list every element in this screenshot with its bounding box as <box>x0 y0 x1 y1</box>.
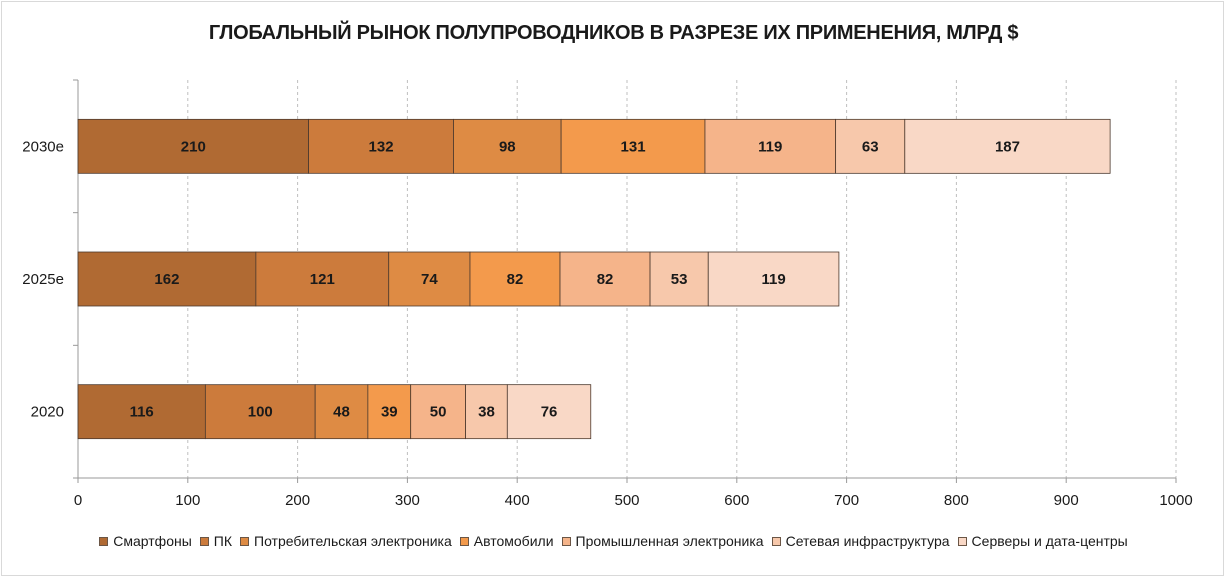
data-label: 53 <box>671 271 688 288</box>
x-tick-label: 200 <box>285 492 310 509</box>
x-tick-label: 500 <box>614 492 639 509</box>
legend-label: Сетевая инфраструктура <box>785 533 950 549</box>
data-label: 187 <box>995 138 1020 155</box>
x-tick-label: 0 <box>74 492 82 509</box>
x-tick-label: 600 <box>724 492 749 509</box>
legend-label: Автомобили <box>473 533 554 549</box>
legend-item: Смартфоны <box>99 533 192 549</box>
bar-segment <box>560 118 706 174</box>
data-label: 76 <box>541 404 558 421</box>
bar-segment <box>77 118 309 174</box>
legend-swatch <box>459 537 469 546</box>
legend-item: Автомобили <box>459 533 554 549</box>
legend-swatch <box>240 537 249 546</box>
data-label: 121 <box>310 271 335 288</box>
bar-segment <box>367 384 412 440</box>
x-tick-label: 900 <box>1054 492 1079 509</box>
bar-segment <box>77 384 206 440</box>
data-label: 98 <box>499 138 516 155</box>
legend-swatch <box>99 537 109 546</box>
data-label: 82 <box>507 271 524 288</box>
legend-label: ПК <box>213 533 232 549</box>
legend-swatch <box>771 537 781 546</box>
legend-item: Промышленная электроника <box>561 533 764 549</box>
bar-segment <box>704 118 837 174</box>
y-category-label: 2025e <box>22 271 64 288</box>
data-label: 119 <box>761 271 785 288</box>
bar-segment <box>904 118 1111 174</box>
chart-title: ГЛОБАЛЬНЫЙ РЫНОК ПОЛУПРОВОДНИКОВ В РАЗРЕ… <box>208 22 1019 44</box>
legend-swatch <box>199 537 209 546</box>
x-tick-label: 400 <box>505 492 530 509</box>
x-tick-label: 1000 <box>1159 492 1192 509</box>
legend-item: Серверы и дата-центры <box>957 533 1128 549</box>
bar-segment <box>835 118 906 174</box>
x-tick-label: 800 <box>944 492 969 509</box>
legend-item: Потребительская электроника <box>240 533 452 549</box>
legend-swatch <box>561 537 571 546</box>
data-label: 74 <box>421 271 438 288</box>
bar-segment <box>506 384 592 440</box>
data-label: 132 <box>369 138 394 155</box>
bar-segment <box>453 118 562 174</box>
x-tick-label: 300 <box>395 492 420 509</box>
bar-segment <box>204 384 316 440</box>
data-label: 162 <box>154 271 179 288</box>
bar-segment <box>559 251 651 307</box>
data-label: 100 <box>248 404 273 421</box>
data-label: 39 <box>381 404 398 421</box>
data-label: 50 <box>430 404 447 421</box>
data-label: 82 <box>597 271 614 288</box>
bar-segment <box>465 384 508 440</box>
x-tick-label: 700 <box>834 492 859 509</box>
y-category-label: 2030e <box>22 138 64 155</box>
legend-label: Промышленная электроника <box>575 533 764 549</box>
data-label: 48 <box>333 404 350 421</box>
bar-segment <box>410 384 466 440</box>
data-label: 210 <box>181 138 206 155</box>
legend-label: Серверы и дата-центры <box>971 533 1128 549</box>
legend-swatch <box>957 537 967 546</box>
bar-segment <box>388 251 471 307</box>
legend-item: ПК <box>199 533 232 549</box>
bar-segment <box>649 251 709 307</box>
y-category-label: 2020 <box>31 404 64 421</box>
x-tick-label: 100 <box>175 492 200 509</box>
legend-label: Потребительская электроника <box>254 533 452 549</box>
bar-segment <box>77 251 257 307</box>
data-label: 116 <box>130 404 154 421</box>
bar-segment <box>707 251 840 307</box>
data-label: 63 <box>862 138 879 155</box>
chart-legend: Смартфоны ПК Потребительская электроника Ав… <box>0 533 1227 549</box>
legend-label: Смартфоны <box>113 533 192 549</box>
data-label: 119 <box>758 138 782 155</box>
legend-item: Сетевая инфраструктура <box>771 533 950 549</box>
data-label: 38 <box>478 404 495 421</box>
data-label: 131 <box>621 138 646 155</box>
